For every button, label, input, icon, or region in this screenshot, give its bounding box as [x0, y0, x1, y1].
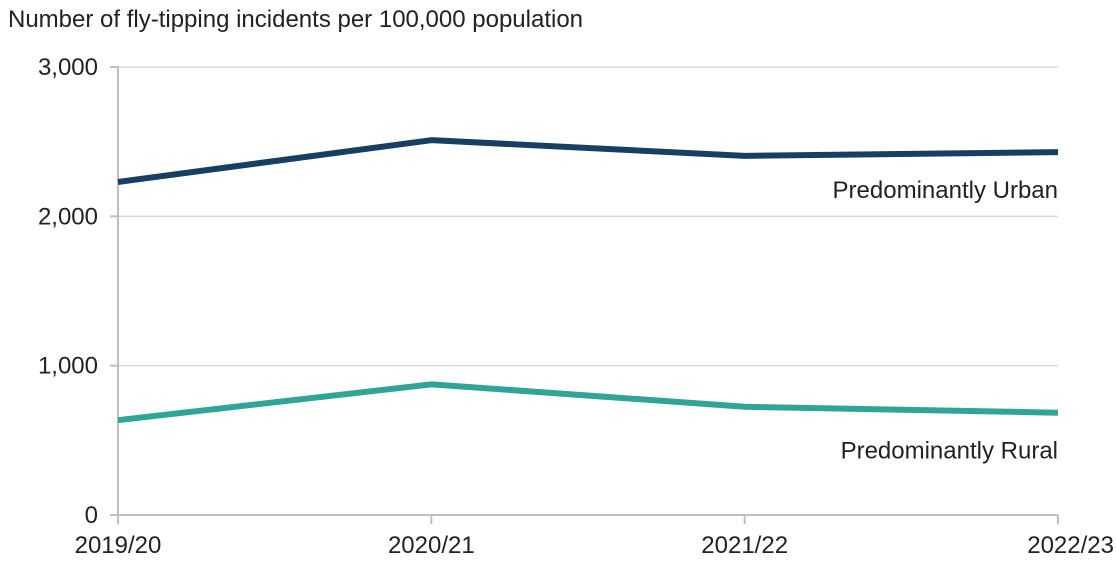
y-tick-label: 0	[85, 502, 98, 529]
labels: 0 1,000 2,000 3,000 2019/20 2020/21 2021/22 202…	[38, 54, 1114, 559]
y-tick-label: 3,000	[38, 54, 98, 81]
x-tick-label: 2020/21	[388, 532, 475, 559]
x-tick-label: 2019/20	[75, 532, 162, 559]
series-lines	[117, 137, 1059, 424]
series-label: Predominantly Rural	[841, 438, 1058, 465]
chart-title: Number of fly-tipping incidents per 100,…	[8, 6, 584, 33]
series-line-urban	[117, 137, 1059, 185]
gridlines	[118, 66, 1058, 367]
x-tick-label: 2022/23	[1027, 532, 1114, 559]
x-tick-label: 2021/22	[701, 532, 788, 559]
series-line-rural	[117, 381, 1059, 424]
y-tick-label: 2,000	[38, 203, 98, 230]
y-tick-label: 1,000	[38, 353, 98, 380]
series-label: Predominantly Urban	[833, 177, 1058, 204]
axes	[110, 66, 1059, 524]
